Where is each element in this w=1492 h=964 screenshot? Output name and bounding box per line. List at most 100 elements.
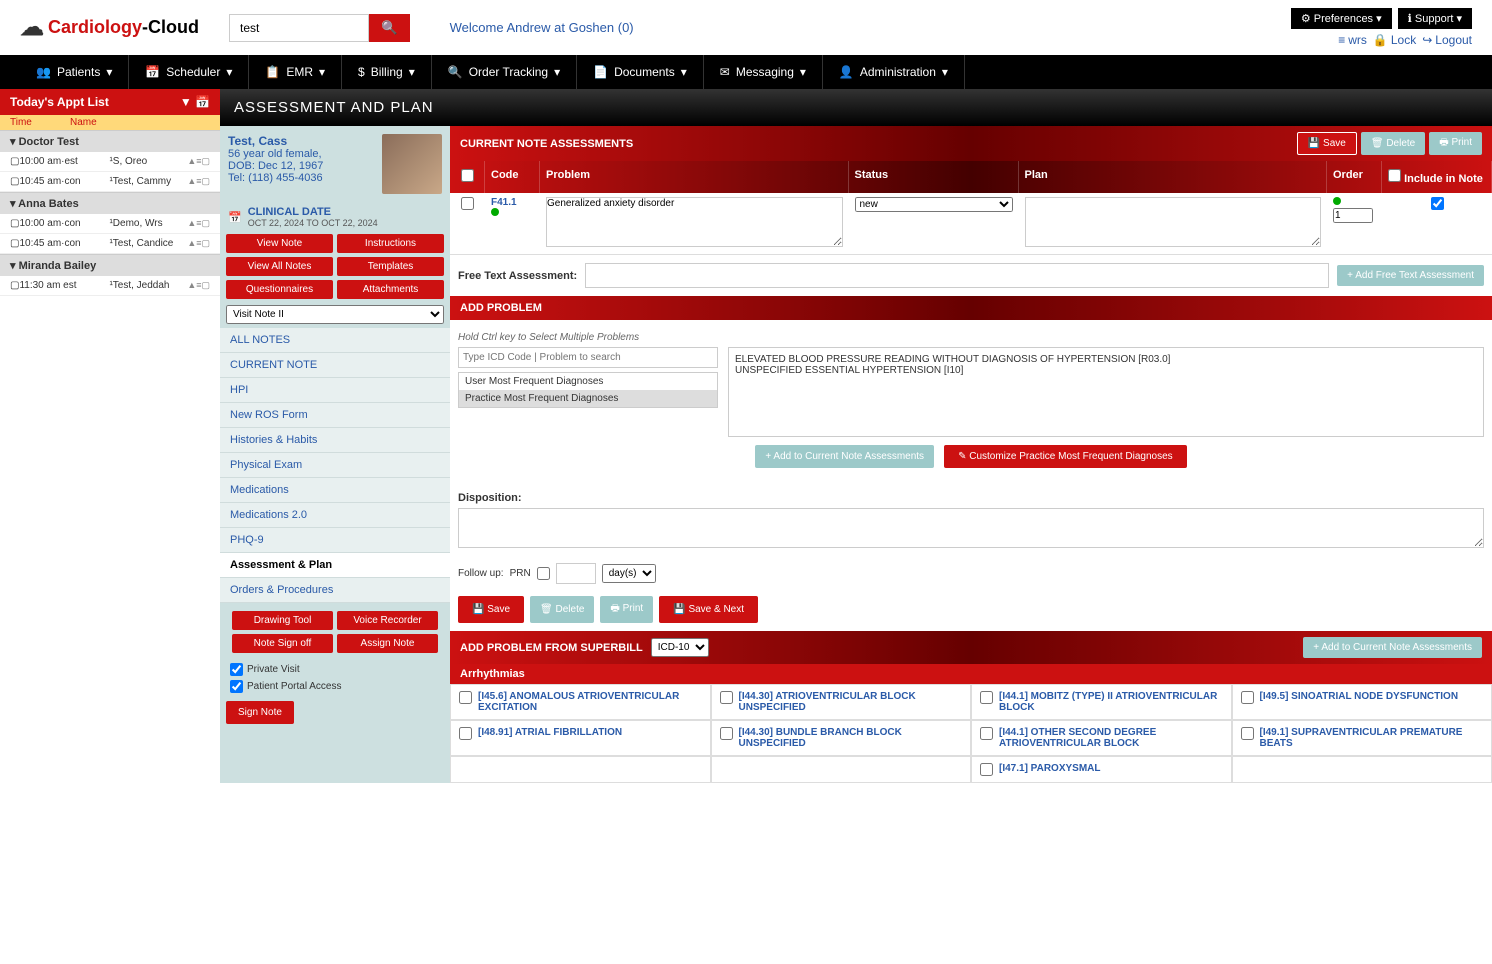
code-checkbox[interactable] <box>720 691 733 704</box>
appt-row[interactable]: ▢ 10:45 am·con¹Test, Candice▲≡▢ <box>0 234 220 254</box>
code-checkbox[interactable] <box>980 763 993 776</box>
print-button[interactable]: 🖶 Print <box>1429 132 1482 155</box>
note-nav-item[interactable]: CURRENT NOTE <box>220 353 450 378</box>
nav-messaging[interactable]: ✉Messaging▾ <box>704 55 823 89</box>
logout-link[interactable]: ↪Logout <box>1422 33 1472 47</box>
add-free-text-button[interactable]: + Add Free Text Assessment <box>1337 265 1484 286</box>
code-checkbox[interactable] <box>459 691 472 704</box>
followup-value[interactable] <box>556 563 596 584</box>
superbill-code[interactable]: [I45.6] ANOMALOUS ATRIOVENTRICULAR EXCIT… <box>450 684 711 720</box>
appt-row[interactable]: ▢ 11:30 am est¹Test, Jeddah▲≡▢ <box>0 276 220 296</box>
note-nav-item[interactable]: Medications 2.0 <box>220 503 450 528</box>
include-all-checkbox[interactable] <box>1388 169 1401 182</box>
superbill-code[interactable]: [I48.91] ATRIAL FIBRILLATION <box>450 720 711 756</box>
followup-unit[interactable]: day(s) <box>602 564 656 583</box>
sign-note-button[interactable]: Sign Note <box>226 701 294 724</box>
visit-select[interactable]: Visit Note II <box>226 305 444 324</box>
note-signoff-button[interactable]: Note Sign off <box>232 634 333 653</box>
nav-documents[interactable]: 📄Documents▾ <box>577 55 704 89</box>
instructions-button[interactable]: Instructions <box>337 234 444 253</box>
nav-scheduler[interactable]: 📅Scheduler▾ <box>129 55 249 89</box>
note-nav-item[interactable]: New ROS Form <box>220 403 450 428</box>
appt-row[interactable]: ▢ 10:00 am·est¹S, Oreo▲≡▢ <box>0 152 220 172</box>
calendar-icon[interactable]: 📅 <box>195 95 210 109</box>
voice-recorder-button[interactable]: Voice Recorder <box>337 611 438 630</box>
save-button[interactable]: 💾 Save <box>1297 132 1357 155</box>
code-checkbox[interactable] <box>459 727 472 740</box>
superbill-add-button[interactable]: + Add to Current Note Assessments <box>1303 637 1482 658</box>
freq-user[interactable]: User Most Frequent Diagnoses <box>459 373 717 390</box>
nav-patients[interactable]: 👥Patients▾ <box>20 55 129 89</box>
search-button[interactable]: 🔍 <box>369 14 410 42</box>
row-checkbox[interactable] <box>461 197 474 210</box>
superbill-code[interactable] <box>1232 756 1492 783</box>
delete-button[interactable]: 🗑 Delete <box>1361 132 1425 155</box>
search-results[interactable]: ELEVATED BLOOD PRESSURE READING WITHOUT … <box>728 347 1484 437</box>
portal-access-checkbox[interactable] <box>230 680 243 693</box>
superbill-code[interactable]: [I44.1] OTHER SECOND DEGREE ATRIOVENTRIC… <box>971 720 1232 756</box>
nav-emr[interactable]: 📋EMR▾ <box>249 55 342 89</box>
note-nav-item[interactable]: PHQ-9 <box>220 528 450 553</box>
status-select[interactable]: new <box>855 197 1013 212</box>
note-nav-item[interactable]: Histories & Habits <box>220 428 450 453</box>
preferences-button[interactable]: ⚙ Preferences ▾ <box>1291 8 1392 29</box>
superbill-code[interactable] <box>711 756 972 783</box>
doctor-group[interactable]: ▾ Anna Bates <box>0 192 220 214</box>
code-checkbox[interactable] <box>980 691 993 704</box>
select-all-checkbox[interactable] <box>461 169 474 182</box>
include-checkbox[interactable] <box>1431 197 1444 210</box>
note-nav-item[interactable]: Orders & Procedures <box>220 578 450 603</box>
private-visit-checkbox[interactable] <box>230 663 243 676</box>
wrs-link[interactable]: ≡ wrs <box>1338 33 1367 47</box>
attachments-button[interactable]: Attachments <box>337 280 444 299</box>
patient-name[interactable]: Test, Cass <box>228 134 374 148</box>
free-text-input[interactable] <box>585 263 1329 288</box>
save-button-2[interactable]: 💾 Save <box>458 596 524 623</box>
view-all-notes-button[interactable]: View All Notes <box>226 257 333 276</box>
lock-link[interactable]: 🔒Lock <box>1373 33 1416 47</box>
note-nav-item[interactable]: Physical Exam <box>220 453 450 478</box>
search-input[interactable] <box>229 14 369 42</box>
appt-row[interactable]: ▢ 10:45 am·con¹Test, Cammy▲≡▢ <box>0 172 220 192</box>
note-nav-item[interactable]: Medications <box>220 478 450 503</box>
print-button-2[interactable]: 🖶 Print <box>600 596 653 623</box>
disposition-textarea[interactable] <box>458 508 1484 548</box>
doctor-group[interactable]: ▾ Doctor Test <box>0 130 220 152</box>
superbill-code[interactable]: [I44.30] ATRIOVENTRICULAR BLOCK UNSPECIF… <box>711 684 972 720</box>
drawing-tool-button[interactable]: Drawing Tool <box>232 611 333 630</box>
appt-row[interactable]: ▢ 10:00 am·con¹Demo, Wrs▲≡▢ <box>0 214 220 234</box>
logo[interactable]: ☁ Cardiology-Cloud <box>20 13 199 42</box>
icd-search-input[interactable] <box>458 347 718 368</box>
note-nav-item[interactable]: Assessment & Plan <box>220 553 450 578</box>
support-button[interactable]: ℹ Support ▾ <box>1398 8 1472 29</box>
code-checkbox[interactable] <box>720 727 733 740</box>
freq-practice[interactable]: Practice Most Frequent Diagnoses <box>459 390 717 407</box>
prn-checkbox[interactable] <box>537 567 550 580</box>
customize-diagnoses-button[interactable]: ✎ Customize Practice Most Frequent Diagn… <box>944 445 1187 468</box>
code-checkbox[interactable] <box>980 727 993 740</box>
order-input[interactable] <box>1333 208 1373 223</box>
doctor-group[interactable]: ▾ Miranda Bailey <box>0 254 220 276</box>
superbill-code[interactable]: [I44.30] BUNDLE BRANCH BLOCK UNSPECIFIED <box>711 720 972 756</box>
problem-textarea[interactable]: Generalized anxiety disorder <box>546 197 843 247</box>
delete-button-2[interactable]: 🗑 Delete <box>530 596 594 623</box>
code-checkbox[interactable] <box>1241 727 1254 740</box>
superbill-code[interactable]: [I49.5] SINOATRIAL NODE DYSFUNCTION <box>1232 684 1492 720</box>
view-note-button[interactable]: View Note <box>226 234 333 253</box>
plan-textarea[interactable] <box>1025 197 1322 247</box>
save-next-button[interactable]: 💾 Save & Next <box>659 596 758 623</box>
superbill-code[interactable] <box>450 756 711 783</box>
superbill-code[interactable]: [I47.1] PAROXYSMAL <box>971 756 1232 783</box>
templates-button[interactable]: Templates <box>337 257 444 276</box>
nav-administration[interactable]: 👤Administration▾ <box>823 55 965 89</box>
nav-order-tracking[interactable]: 🔍Order Tracking▾ <box>432 55 577 89</box>
superbill-code[interactable]: [I49.1] SUPRAVENTRICULAR PREMATURE BEATS <box>1232 720 1492 756</box>
note-nav-item[interactable]: ALL NOTES <box>220 328 450 353</box>
add-to-assessments-button[interactable]: + Add to Current Note Assessments <box>755 445 934 468</box>
superbill-code[interactable]: [I44.1] MOBITZ (TYPE) II ATRIOVENTRICULA… <box>971 684 1232 720</box>
nav-billing[interactable]: $Billing▾ <box>342 55 432 89</box>
note-nav-item[interactable]: HPI <box>220 378 450 403</box>
filter-icon[interactable]: ▼ <box>180 95 192 109</box>
assign-note-button[interactable]: Assign Note <box>337 634 438 653</box>
code-checkbox[interactable] <box>1241 691 1254 704</box>
